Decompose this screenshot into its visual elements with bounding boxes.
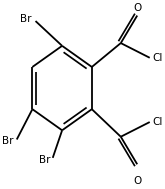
Text: Cl: Cl [152,53,163,63]
Text: Cl: Cl [152,117,163,127]
Text: Br: Br [2,136,14,146]
Text: Br: Br [39,155,50,165]
Text: O: O [134,176,142,186]
Text: O: O [134,3,142,13]
Text: Br: Br [20,14,32,24]
